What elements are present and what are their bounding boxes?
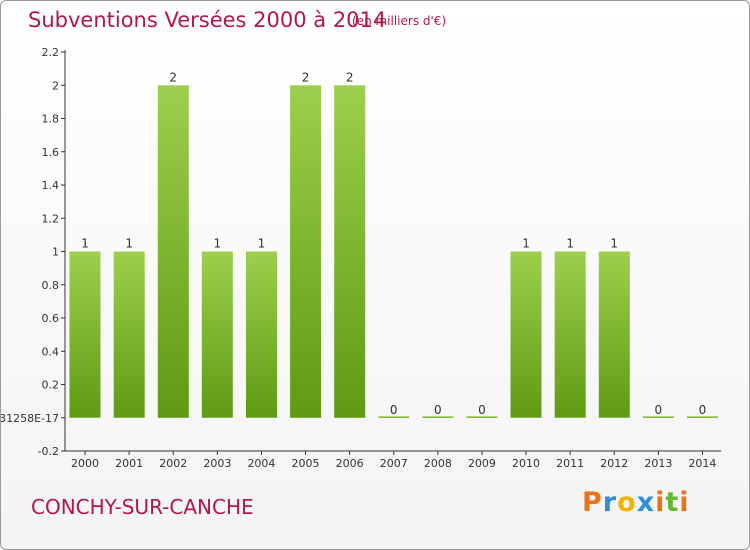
data-label-2011: 1: [566, 237, 574, 251]
bar-2001: [113, 251, 145, 418]
x-tick-label-2013: 2013: [644, 457, 672, 470]
data-label-2004: 1: [258, 237, 266, 251]
x-tick-label-2011: 2011: [556, 457, 584, 470]
y-tick-label: -0.2: [38, 445, 59, 458]
data-label-2001: 1: [125, 237, 133, 251]
data-label-2000: 1: [81, 237, 89, 251]
x-tick-label-2004: 2004: [247, 457, 275, 470]
y-tick-label: 0.4: [42, 345, 60, 358]
data-label-2007: 0: [390, 403, 398, 417]
bar-2007: [378, 416, 410, 418]
chart-labels: 2000 1 2001 1 2002 2 2003 1 2004 1 2005 2 2006 2 2007 0…: [71, 70, 716, 470]
x-tick-label-2009: 2009: [468, 457, 496, 470]
x-tick-label-2007: 2007: [380, 457, 408, 470]
data-label-2008: 0: [434, 403, 442, 417]
y-tick-label: 2: [52, 79, 59, 92]
bar-2010: [510, 251, 542, 418]
data-label-2003: 1: [214, 237, 222, 251]
proxiti-logo: Proxiti: [582, 487, 690, 518]
chart-bars: [69, 85, 718, 418]
y-tick-label: 1.8: [42, 113, 60, 126]
bar-2006: [334, 85, 366, 418]
commune-name: CONCHY-SUR-CANCHE: [31, 495, 254, 519]
chart-unit-note: (en milliers d'€): [352, 14, 447, 28]
y-tick-label: 0.6: [42, 312, 60, 325]
x-tick-label-2008: 2008: [424, 457, 452, 470]
bar-2013: [642, 416, 674, 418]
x-tick-label-2005: 2005: [292, 457, 320, 470]
chart-title: Subventions Versées 2000 à 2014: [28, 8, 387, 32]
bar-2004: [246, 251, 277, 418]
bar-2003: [201, 251, 233, 418]
data-label-2013: 0: [655, 403, 663, 417]
x-tick-label-2006: 2006: [336, 457, 364, 470]
data-label-2002: 2: [169, 70, 177, 84]
y-tick-label: 1.2: [42, 212, 60, 225]
bar-2014: [687, 416, 718, 418]
x-tick-label-2010: 2010: [512, 457, 540, 470]
y-tick-label: 5.5511151231258E-17: [1, 412, 59, 425]
bar-2002: [157, 85, 189, 418]
chart-axes: 2.2 2 1.8 1.6 1.4 1.2 1 0.8 0.6 0.4 0.2 5.551115123…: [1, 46, 721, 458]
logo-letter: x: [636, 487, 656, 518]
bar-2005: [290, 85, 322, 418]
bar-2009: [466, 416, 498, 418]
logo-letter: i: [679, 487, 690, 518]
y-tick-label: 1.6: [42, 146, 60, 159]
y-tick-label: 1: [52, 246, 59, 259]
x-tick-label-2014: 2014: [688, 457, 716, 470]
logo-letter: o: [617, 487, 637, 518]
y-tick-label: 2.2: [42, 46, 60, 59]
y-tick-label: 0.2: [42, 379, 60, 392]
bar-2011: [554, 251, 586, 418]
x-tick-label-2002: 2002: [159, 457, 187, 470]
bar-2008: [422, 416, 454, 418]
y-tick-label: 0.8: [42, 279, 60, 292]
logo-letter: r: [602, 487, 618, 518]
data-label-2010: 1: [522, 237, 530, 251]
data-label-2014: 0: [699, 403, 707, 417]
bar-2012: [598, 251, 630, 418]
data-label-2005: 2: [302, 70, 310, 84]
bar-2000: [69, 251, 101, 418]
logo-letter: P: [582, 487, 603, 518]
logo-letter: t: [665, 487, 680, 518]
data-label-2012: 1: [610, 237, 618, 251]
y-tick-label: 1.4: [42, 179, 60, 192]
x-tick-label-2000: 2000: [71, 457, 99, 470]
data-label-2009: 0: [478, 403, 486, 417]
x-tick-label-2012: 2012: [600, 457, 628, 470]
x-tick-label-2003: 2003: [203, 457, 231, 470]
x-tick-label-2001: 2001: [115, 457, 143, 470]
logo-letter: i: [655, 487, 666, 518]
data-label-2006: 2: [346, 70, 354, 84]
